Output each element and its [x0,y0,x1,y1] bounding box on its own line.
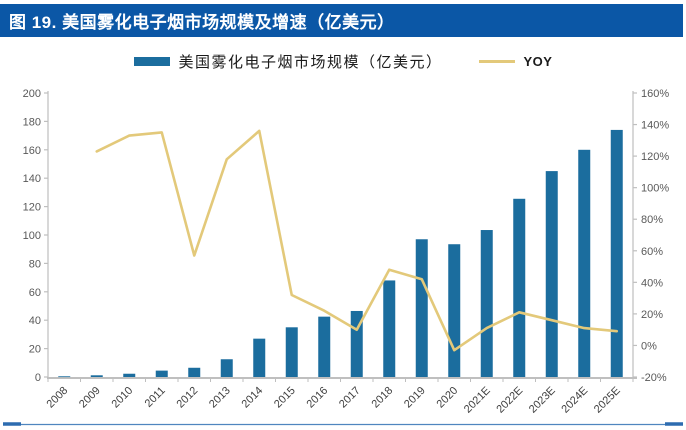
bar-2025E [610,129,623,377]
chart-legend: 美国雾化电子烟市场规模（亿美元） YOY [0,51,686,72]
figure-title-bar: 图 19. 美国雾化电子烟市场规模及增速（亿美元） [0,4,683,37]
bar-series-label: 美国雾化电子烟市场规模（亿美元） [178,55,443,71]
x-axis-label-2019: 2019 [402,385,428,411]
bar-2010 [123,373,136,377]
bar-2011 [155,370,168,377]
legend-item-market-size: 美国雾化电子烟市场规模（亿美元） [133,51,443,72]
x-axis-label-2020: 2020 [435,385,461,411]
bar-2023E [545,171,558,377]
bars-group [58,129,623,378]
bar-2016 [318,316,331,377]
yoy-line [95,129,619,352]
left-axis-tick-label: 200 [23,88,41,100]
bar-2022E [513,198,526,377]
right-axis-tick-label: 60% [641,246,663,258]
x-axis-label-2008: 2008 [45,385,71,411]
x-axis-label-2023E: 2023E [527,385,558,416]
left-axis-tick-label: 80 [29,258,41,270]
footer-rule [3,422,683,426]
right-axis-tick-label: 40% [641,277,663,289]
left-axis-tick-label: 0 [35,372,41,384]
yoy-series-swatch-icon [478,60,515,63]
bar-2020 [448,244,461,377]
right-axis-tick-label: 80% [641,214,663,226]
x-axis-label-2011: 2011 [143,385,168,410]
x-axis-label-2021E: 2021E [462,385,493,416]
x-axis-label-2012: 2012 [175,385,201,411]
x-axis-label-2017: 2017 [337,385,363,411]
left-axis-tick-label: 160 [23,145,41,157]
right-axis-tick-label: -20% [641,372,667,384]
figure-title: 图 19. 美国雾化电子烟市场规模及增速（亿美元） [9,13,395,32]
axes: 0 20 40 60 80 100 120 140 160 180 200 -20% 0% 20% 40% 6… [23,88,670,384]
x-axis-label-2016: 2016 [305,385,331,411]
bar-2012 [188,367,201,377]
left-axis-tick-label: 100 [23,230,41,242]
right-axis-tick-label: 160% [641,88,669,100]
left-axis-tick-label: 120 [23,202,41,214]
bar-2019 [415,239,428,377]
x-axis-label-2009: 2009 [77,385,103,411]
left-axis-tick-label: 40 [29,315,41,327]
left-axis-tick-label: 140 [23,173,41,185]
x-axis-label-2018: 2018 [370,385,396,411]
x-axis-labels: 2008 2009 2010 2011 2012 2013 2014 2015 2016 2017… [45,385,623,416]
left-axis-tick-label: 180 [23,116,41,128]
x-axis-label-2014: 2014 [240,385,266,411]
left-axis-tick-label: 60 [29,287,41,299]
bar-2008 [58,376,71,378]
left-axis-tick-label: 20 [29,344,41,356]
x-axis-label-2010: 2010 [110,385,136,411]
bar-2013 [220,359,233,377]
bar-2014 [253,338,266,377]
bar-series-swatch-icon [133,57,170,66]
x-axis-label-2024E: 2024E [559,385,590,416]
bar-2009 [90,375,103,377]
bar-2015 [285,327,298,377]
right-axis-tick-label: 140% [641,120,669,132]
right-axis-tick-label: 100% [641,183,669,195]
bar-2024E [578,149,591,377]
right-axis-tick-label: 0% [641,340,657,352]
right-axis-tick-label: 20% [641,309,663,321]
legend-item-yoy: YOY [478,54,553,69]
right-axis-tick-label: 120% [641,151,669,163]
x-axis-label-2025E: 2025E [592,385,623,416]
bar-2018 [383,280,396,377]
yoy-series-label: YOY [523,54,553,69]
bar-2021E [480,230,493,377]
x-axis-label-2022E: 2022E [494,385,525,416]
x-axis-label-2015: 2015 [272,385,298,411]
x-axis-label-2013: 2013 [207,385,233,411]
